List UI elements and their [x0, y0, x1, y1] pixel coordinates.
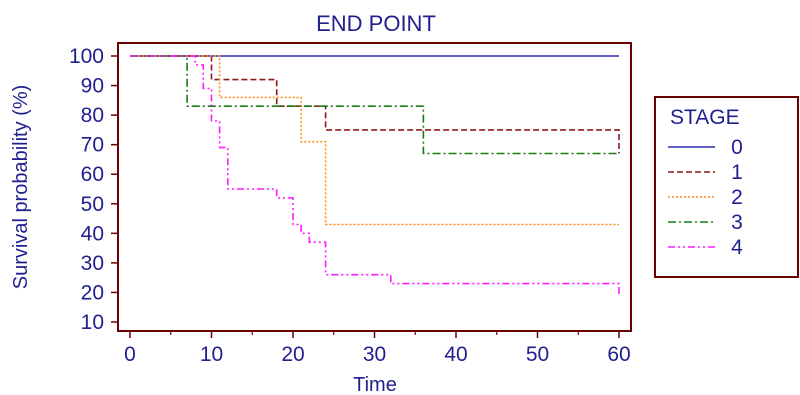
legend-label-stage-2: 2: [731, 186, 743, 209]
x-axis-label: Time: [353, 374, 397, 395]
y-tick-label: 80: [81, 104, 104, 127]
series-line-stage-1: [130, 55, 620, 154]
series-line-stage-3: [130, 55, 619, 155]
legend-label-stage-4: 4: [731, 236, 743, 259]
legend-label-stage-0: 0: [731, 136, 743, 159]
y-axis-label: Survival probability (%): [10, 85, 32, 290]
y-tick-label: 30: [81, 252, 104, 275]
y-tick-label: 90: [81, 75, 104, 98]
y-axis-ticks: 10 20 30 40 50 60 70 80 90 100: [69, 45, 118, 334]
x-tick-label: 10: [200, 343, 223, 366]
y-tick-label: 10: [81, 311, 104, 334]
chart-title: END POINT: [316, 11, 436, 36]
x-tick-label: 50: [526, 343, 549, 366]
legend-title: STAGE: [670, 106, 740, 129]
y-tick-label: 20: [81, 281, 104, 304]
x-tick-label: 20: [281, 343, 304, 366]
y-tick-label: 60: [81, 163, 104, 186]
y-tick-label: 40: [81, 222, 104, 245]
series-line-stage-2: [130, 55, 619, 226]
series-line-stage-4: [130, 55, 620, 296]
x-tick-label: 40: [444, 343, 467, 366]
legend-label-stage-3: 3: [731, 211, 743, 234]
x-axis-ticks: 0 10 20 30 40 50 60: [124, 331, 631, 366]
plot-frame: [117, 42, 632, 332]
x-tick-label: 30: [363, 343, 386, 366]
x-tick-label: 60: [607, 343, 630, 366]
y-tick-label: 70: [81, 134, 104, 157]
x-tick-label: 0: [124, 343, 136, 366]
y-tick-label: 50: [81, 193, 104, 216]
survival-curves: [130, 55, 620, 296]
y-tick-label: 100: [69, 45, 104, 68]
legend-label-stage-1: 1: [731, 161, 743, 184]
